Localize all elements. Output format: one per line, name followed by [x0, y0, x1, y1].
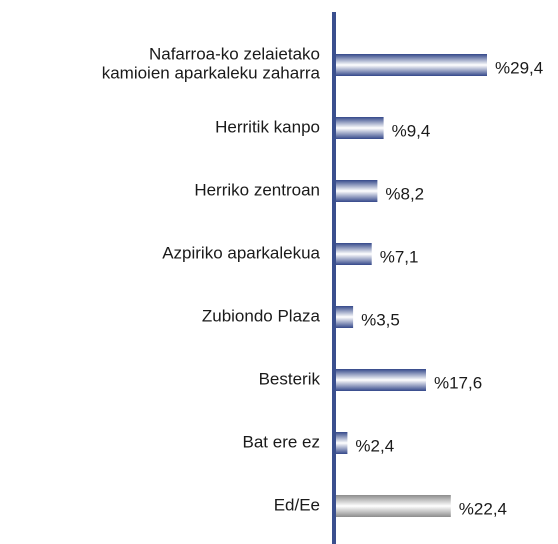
bar	[335, 495, 451, 517]
bar	[335, 369, 426, 391]
category-label: Herriko zentroan	[194, 180, 320, 199]
value-label: %3,5	[361, 310, 400, 329]
value-label: %8,2	[385, 184, 424, 203]
value-label: %9,4	[392, 121, 431, 140]
bar	[335, 243, 372, 265]
category-label: Bat ere ez	[243, 432, 321, 451]
value-label: %7,1	[380, 247, 419, 266]
category-label: Nafarroa-ko zelaietako kamioien aparkalek…	[102, 45, 321, 83]
value-label: %17,6	[434, 373, 482, 392]
bar	[335, 432, 348, 454]
bar	[335, 54, 487, 76]
category-label: Zubiondo Plaza	[202, 306, 321, 325]
category-label: Besterik	[259, 369, 321, 388]
category-label: Azpiriko aparkalekua	[162, 243, 320, 262]
value-label: %2,4	[355, 436, 394, 455]
value-label: %22,4	[459, 499, 507, 518]
bar	[335, 117, 384, 139]
category-label: Ed/Ee	[274, 495, 320, 514]
bar	[335, 180, 378, 202]
value-label: %29,4	[495, 58, 543, 77]
category-label: Herritik kanpo	[215, 117, 320, 136]
bar	[335, 306, 354, 328]
